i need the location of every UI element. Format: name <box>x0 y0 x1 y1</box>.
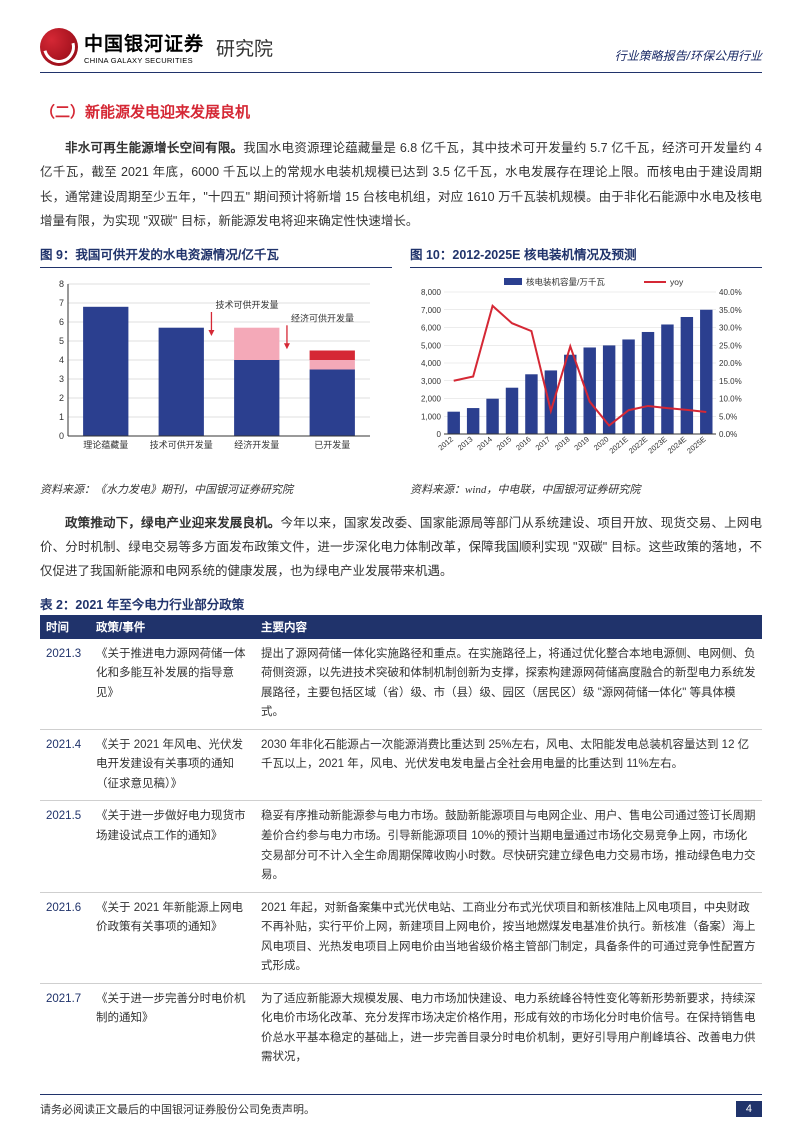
svg-text:2023E: 2023E <box>646 434 668 455</box>
logo-block: 中国银河证券 CHINA GALAXY SECURITIES 研究院 <box>40 28 273 66</box>
svg-text:5.0%: 5.0% <box>719 412 737 421</box>
table-row: 2021.3《关于推进电力源网荷储一体化和多能互补发展的指导意见》提出了源网荷储… <box>40 639 762 730</box>
table-row: 2021.7《关于进一步完善分时电价机制的通知》为了适应新能源大规模发展、电力市… <box>40 983 762 1074</box>
svg-text:4: 4 <box>59 355 64 365</box>
table-row: 2021.5《关于进一步做好电力现货市场建设试点工作的通知》稳妥有序推动新能源参… <box>40 801 762 892</box>
svg-text:2015: 2015 <box>495 434 514 452</box>
galaxy-logo-icon <box>40 28 78 66</box>
svg-text:10.0%: 10.0% <box>719 394 742 403</box>
paragraph-1: 非水可再生能源增长空间有限。我国水电资源理论蕴藏量是 6.8 亿千瓦，其中技术可… <box>40 136 762 234</box>
svg-text:2018: 2018 <box>553 434 572 452</box>
page-number: 4 <box>736 1101 762 1117</box>
svg-text:15.0%: 15.0% <box>719 376 742 385</box>
page-footer: 请务必阅读正文最后的中国银河证券股份公司免责声明。 4 <box>40 1094 762 1117</box>
svg-text:技术可供开发量: 技术可供开发量 <box>215 299 278 310</box>
logo-en: CHINA GALAXY SECURITIES <box>84 56 204 65</box>
figure-10-title: 图 10：2012-2025E 核电装机情况及预测 <box>410 244 762 263</box>
figure-9-source: 资料来源：《水力发电》期刊，中国银河证券研究院 <box>40 481 392 497</box>
svg-text:2025E: 2025E <box>685 434 707 455</box>
cell-content: 稳妥有序推动新能源参与电力市场。鼓励新能源项目与电网企业、用户、售电公司通过签订… <box>255 801 762 892</box>
table-row: 2021.6《关于 2021 年新能源上网电价政策有关事项的通知》2021 年起… <box>40 892 762 983</box>
svg-text:30.0%: 30.0% <box>719 323 742 332</box>
svg-text:2021E: 2021E <box>607 434 629 455</box>
cell-content: 2021 年起，对新备案集中式光伏电站、工商业分布式光伏项目和新核准陆上风电项目… <box>255 892 762 983</box>
svg-text:3: 3 <box>59 374 64 384</box>
svg-text:0: 0 <box>59 431 64 441</box>
figure-9-svg: 012345678理论蕴藏量技术可供开发量经济开发量已开发量技术可供开发量经济可… <box>40 274 380 474</box>
svg-text:8,000: 8,000 <box>421 288 442 297</box>
cell-date: 2021.7 <box>40 983 90 1074</box>
cell-date: 2021.4 <box>40 729 90 801</box>
policy-table: 时间 政策/事件 主要内容 2021.3《关于推进电力源网荷储一体化和多能互补发… <box>40 615 762 1074</box>
svg-text:5: 5 <box>59 336 64 346</box>
col-date: 时间 <box>40 615 90 639</box>
cell-event: 《关于推进电力源网荷储一体化和多能互补发展的指导意见》 <box>90 639 255 730</box>
para2-lead: 政策推动下，绿电产业迎来发展良机。 <box>65 516 280 530</box>
cell-date: 2021.3 <box>40 639 90 730</box>
col-content: 主要内容 <box>255 615 762 639</box>
cell-event: 《关于 2021 年风电、光伏发电开发建设有关事项的通知（征求意见稿）》 <box>90 729 255 801</box>
disclaimer-text: 请务必阅读正文最后的中国银河证券股份公司免责声明。 <box>40 1101 315 1117</box>
logo-cn: 中国银河证券 <box>84 29 204 56</box>
cell-date: 2021.5 <box>40 801 90 892</box>
svg-text:4,000: 4,000 <box>421 359 442 368</box>
svg-text:0: 0 <box>437 430 442 439</box>
svg-text:2: 2 <box>59 393 64 403</box>
cell-content: 为了适应新能源大规模发展、电力市场加快建设、电力系统峰谷特性变化等新形势新要求，… <box>255 983 762 1074</box>
svg-text:5,000: 5,000 <box>421 341 442 350</box>
cell-content: 2030 年非化石能源占一次能源消费比重达到 25%左右，风电、太阳能发电总装机… <box>255 729 762 801</box>
cell-event: 《关于进一步完善分时电价机制的通知》 <box>90 983 255 1074</box>
svg-text:7: 7 <box>59 298 64 308</box>
svg-text:2022E: 2022E <box>627 434 649 455</box>
cell-content: 提出了源网荷储一体化实施路径和重点。在实施路径上，将通过优化整合本地电源侧、电网… <box>255 639 762 730</box>
figure-10-svg: 0 1,000 2,000 3,000 4,000 5,000 6,000 7,000 8,00… <box>410 274 750 474</box>
svg-text:1,000: 1,000 <box>421 412 442 421</box>
svg-text:2014: 2014 <box>475 434 494 452</box>
table-2-title: 表 2：2021 年至今电力行业部分政策 <box>40 594 762 613</box>
svg-text:7,000: 7,000 <box>421 305 442 314</box>
report-category: 行业策略报告/环保公用行业 <box>615 47 762 64</box>
svg-text:25.0%: 25.0% <box>719 341 742 350</box>
figure-9-title: 图 9：我国可供开发的水电资源情况/亿千瓦 <box>40 244 392 263</box>
svg-text:0.0%: 0.0% <box>719 430 737 439</box>
svg-text:yoy: yoy <box>670 277 684 287</box>
cell-event: 《关于 2021 年新能源上网电价政策有关事项的通知》 <box>90 892 255 983</box>
svg-text:8: 8 <box>59 279 64 289</box>
svg-text:40.0%: 40.0% <box>719 288 742 297</box>
cell-event: 《关于进一步做好电力现货市场建设试点工作的通知》 <box>90 801 255 892</box>
svg-text:2,000: 2,000 <box>421 394 442 403</box>
svg-text:2013: 2013 <box>456 434 475 452</box>
figure-9: 图 9：我国可供开发的水电资源情况/亿千瓦 0 1 2 3 4 5 6 7 8 理论蕴藏量 技术可供… <box>40 244 392 497</box>
paragraph-2: 政策推动下，绿电产业迎来发展良机。今年以来，国家发改委、国家能源局等部门从系统建… <box>40 511 762 584</box>
svg-text:2016: 2016 <box>514 434 533 452</box>
table-row: 2021.4《关于 2021 年风电、光伏发电开发建设有关事项的通知（征求意见稿… <box>40 729 762 801</box>
svg-text:1: 1 <box>59 412 64 422</box>
svg-text:20.0%: 20.0% <box>719 359 742 368</box>
svg-text:2017: 2017 <box>534 434 553 452</box>
cell-date: 2021.6 <box>40 892 90 983</box>
svg-text:经济可供开发量: 经济可供开发量 <box>291 312 354 323</box>
svg-text:理论蕴藏量: 理论蕴藏量 <box>83 439 128 450</box>
col-event: 政策/事件 <box>90 615 255 639</box>
figure-10-source: 资料来源：wind，中电联，中国银河证券研究院 <box>410 481 762 497</box>
institute-label: 研究院 <box>216 34 273 61</box>
svg-text:3,000: 3,000 <box>421 376 442 385</box>
svg-text:2019: 2019 <box>572 434 591 452</box>
svg-text:经济开发量: 经济开发量 <box>234 439 279 450</box>
svg-text:已开发量: 已开发量 <box>314 439 350 450</box>
svg-text:35.0%: 35.0% <box>719 305 742 314</box>
svg-text:6,000: 6,000 <box>421 323 442 332</box>
svg-text:6: 6 <box>59 317 64 327</box>
section-title: （二）新能源发电迎来发展良机 <box>40 101 762 122</box>
svg-text:核电装机容量/万千瓦: 核电装机容量/万千瓦 <box>526 277 605 287</box>
page-header: 中国银河证券 CHINA GALAXY SECURITIES 研究院 行业策略报… <box>40 28 762 73</box>
figure-10: 图 10：2012-2025E 核电装机情况及预测 0 1,000 2,000 3,0… <box>410 244 762 497</box>
para1-lead: 非水可再生能源增长空间有限。 <box>65 141 243 155</box>
svg-text:技术可供开发量: 技术可供开发量 <box>150 439 213 450</box>
svg-text:2024E: 2024E <box>666 434 688 455</box>
